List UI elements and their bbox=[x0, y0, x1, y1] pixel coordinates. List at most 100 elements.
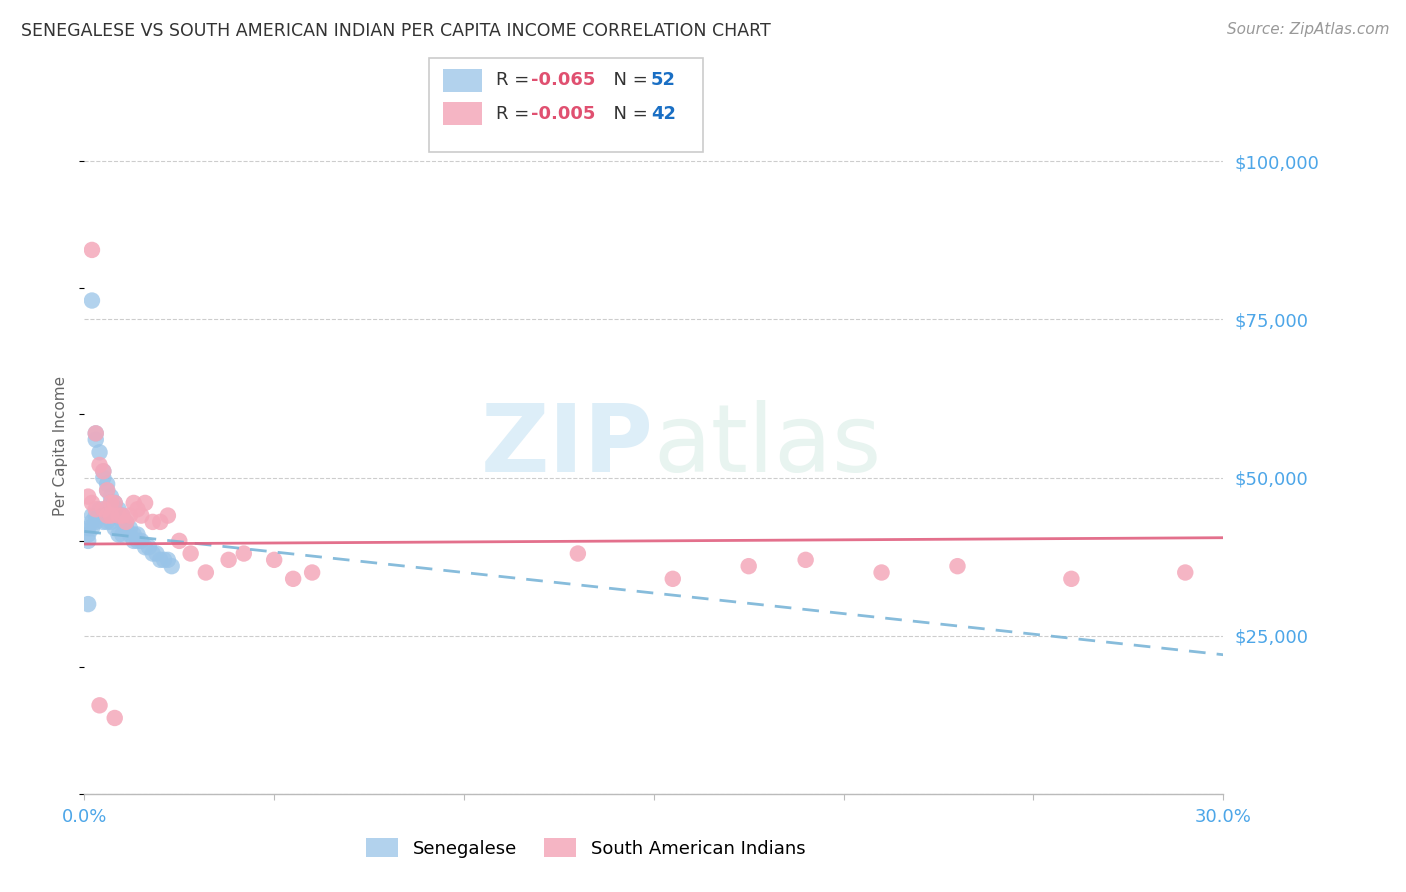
Point bbox=[77, 527, 100, 541]
Point bbox=[93, 464, 115, 478]
Point bbox=[96, 508, 118, 523]
Point bbox=[84, 426, 107, 441]
Point bbox=[567, 547, 589, 561]
Point bbox=[794, 553, 817, 567]
Point bbox=[149, 553, 172, 567]
Point bbox=[80, 496, 103, 510]
Point bbox=[89, 698, 111, 713]
Point bbox=[93, 515, 115, 529]
Point bbox=[100, 508, 122, 523]
Point bbox=[100, 496, 122, 510]
Point bbox=[870, 566, 893, 580]
Point bbox=[89, 508, 111, 523]
Text: 52: 52 bbox=[651, 71, 676, 89]
Point bbox=[160, 559, 183, 574]
Point bbox=[156, 508, 179, 523]
Point bbox=[80, 243, 103, 257]
Point bbox=[1174, 566, 1197, 580]
Point bbox=[149, 515, 172, 529]
Point bbox=[1060, 572, 1083, 586]
Point bbox=[96, 483, 118, 498]
Text: N =: N = bbox=[602, 71, 654, 89]
Text: Source: ZipAtlas.com: Source: ZipAtlas.com bbox=[1226, 22, 1389, 37]
Point bbox=[104, 496, 127, 510]
Point bbox=[77, 533, 100, 548]
Point bbox=[169, 533, 191, 548]
Point bbox=[263, 553, 285, 567]
Text: -0.065: -0.065 bbox=[531, 71, 596, 89]
Point bbox=[84, 433, 107, 447]
Point bbox=[96, 477, 118, 491]
Point bbox=[283, 572, 305, 586]
Point bbox=[89, 445, 111, 459]
Point bbox=[107, 508, 129, 523]
Point bbox=[84, 426, 107, 441]
Point bbox=[80, 515, 103, 529]
Point bbox=[153, 553, 176, 567]
Point bbox=[131, 533, 153, 548]
Point bbox=[301, 566, 323, 580]
Point bbox=[80, 508, 103, 523]
Point bbox=[89, 502, 111, 516]
Point bbox=[127, 502, 149, 516]
Text: N =: N = bbox=[602, 105, 654, 123]
Point bbox=[738, 559, 761, 574]
Point bbox=[104, 496, 127, 510]
Point bbox=[77, 490, 100, 504]
Point bbox=[142, 515, 165, 529]
Point bbox=[180, 547, 202, 561]
Point bbox=[115, 515, 138, 529]
Point bbox=[122, 527, 145, 541]
Point bbox=[134, 496, 156, 510]
Point bbox=[104, 711, 127, 725]
Y-axis label: Per Capita Income: Per Capita Income bbox=[53, 376, 69, 516]
Point bbox=[122, 496, 145, 510]
Point bbox=[100, 496, 122, 510]
Point bbox=[142, 547, 165, 561]
Point bbox=[115, 515, 138, 529]
Point bbox=[84, 508, 107, 523]
Text: atlas: atlas bbox=[654, 400, 882, 492]
Point bbox=[218, 553, 240, 567]
Point bbox=[145, 547, 167, 561]
Text: -0.005: -0.005 bbox=[531, 105, 596, 123]
Point bbox=[118, 527, 141, 541]
Point bbox=[84, 502, 107, 516]
Point bbox=[138, 540, 160, 554]
Point bbox=[111, 527, 134, 541]
Point bbox=[127, 533, 149, 548]
Point bbox=[96, 483, 118, 498]
Point bbox=[122, 533, 145, 548]
Point bbox=[93, 508, 115, 523]
Point bbox=[131, 508, 153, 523]
Point bbox=[104, 521, 127, 535]
Text: R =: R = bbox=[496, 105, 536, 123]
Point bbox=[93, 470, 115, 484]
Text: ZIP: ZIP bbox=[481, 400, 654, 492]
Point bbox=[232, 547, 254, 561]
Point bbox=[96, 508, 118, 523]
Point bbox=[77, 521, 100, 535]
Point bbox=[107, 502, 129, 516]
Point bbox=[111, 508, 134, 523]
Point bbox=[111, 508, 134, 523]
Point bbox=[156, 553, 179, 567]
Point bbox=[89, 458, 111, 472]
Text: R =: R = bbox=[496, 71, 536, 89]
Point bbox=[662, 572, 685, 586]
Point bbox=[107, 527, 129, 541]
Point bbox=[118, 521, 141, 535]
Point bbox=[93, 502, 115, 516]
Point bbox=[115, 521, 138, 535]
Point bbox=[134, 540, 156, 554]
Point bbox=[93, 464, 115, 478]
Point bbox=[104, 502, 127, 516]
Point bbox=[946, 559, 969, 574]
Point bbox=[84, 515, 107, 529]
Text: SENEGALESE VS SOUTH AMERICAN INDIAN PER CAPITA INCOME CORRELATION CHART: SENEGALESE VS SOUTH AMERICAN INDIAN PER … bbox=[21, 22, 770, 40]
Point bbox=[194, 566, 217, 580]
Text: 42: 42 bbox=[651, 105, 676, 123]
Legend: Senegalese, South American Indians: Senegalese, South American Indians bbox=[359, 831, 813, 865]
Point bbox=[111, 515, 134, 529]
Point bbox=[80, 293, 103, 308]
